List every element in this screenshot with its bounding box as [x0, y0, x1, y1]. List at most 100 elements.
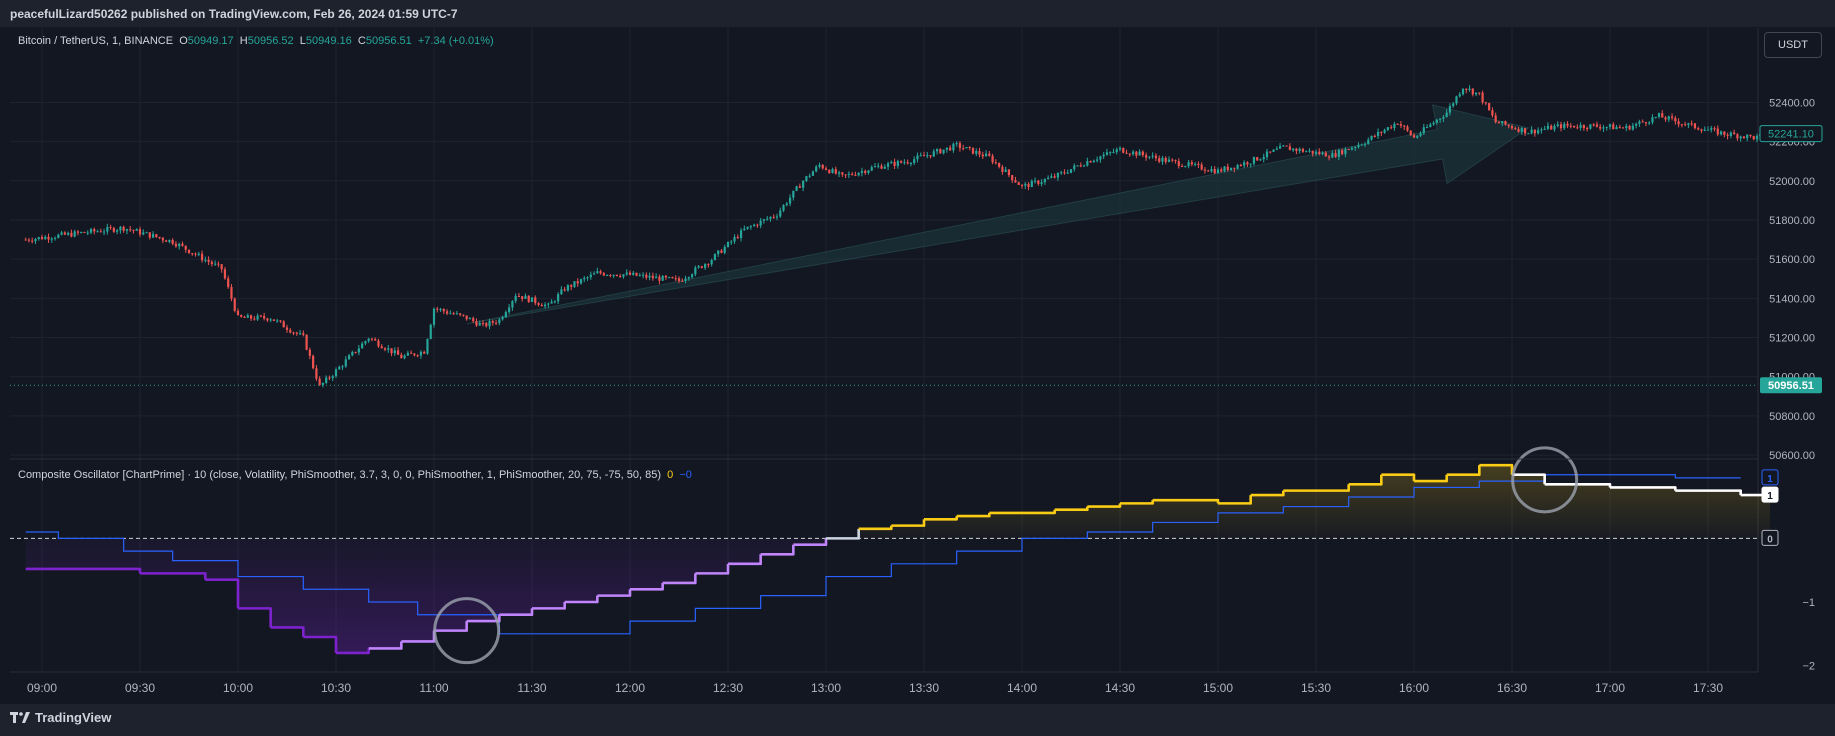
candle-body — [1501, 121, 1504, 124]
candle-body — [1455, 96, 1458, 104]
candle-body — [1674, 117, 1677, 122]
osc-level-badge — [1761, 469, 1779, 486]
candle-body — [664, 275, 668, 278]
candle-body — [1559, 124, 1563, 129]
candle-body — [1233, 167, 1236, 169]
candle-body — [1158, 158, 1161, 162]
symbol-legend: Bitcoin / TetherUS, 1, BINANCE O50949.17… — [18, 35, 494, 47]
candle-body — [73, 231, 76, 237]
candle-body — [857, 172, 860, 176]
oscillator-segment — [891, 519, 926, 527]
candle-body — [1687, 123, 1690, 125]
candle-body — [674, 278, 677, 280]
candle-body — [338, 366, 341, 370]
candle-body — [481, 323, 485, 325]
candle-body — [1439, 118, 1442, 120]
candle-body — [50, 238, 53, 240]
candle-body — [1115, 149, 1118, 153]
candle-body — [292, 332, 295, 334]
publish-info: peacefulLizard50262 published on Trading… — [10, 7, 458, 21]
candle-body — [413, 353, 416, 356]
candle-body — [501, 317, 504, 320]
candle-body — [511, 301, 514, 308]
candle-body — [1275, 148, 1278, 150]
candle-body — [1684, 124, 1687, 126]
candle-body — [638, 275, 641, 277]
candle-body — [753, 224, 756, 227]
candle-body — [80, 232, 83, 234]
candle-body — [1527, 133, 1530, 135]
x-tick-label: 14:00 — [1007, 681, 1037, 695]
candle-body — [1017, 182, 1020, 185]
candle-body — [1102, 154, 1105, 157]
candle-body — [1710, 128, 1713, 130]
candle-body — [720, 250, 723, 253]
candle-body — [396, 350, 400, 355]
candle-body — [400, 354, 403, 359]
candle-body — [204, 259, 207, 261]
candle-body — [609, 274, 612, 276]
candle-body — [1082, 165, 1086, 167]
candle-body — [148, 232, 151, 238]
candle-body — [207, 259, 210, 262]
candle-body — [1122, 147, 1125, 153]
candle-body — [432, 308, 436, 325]
candle-body — [566, 285, 570, 291]
indicator-value-a: 0 — [667, 469, 674, 481]
candle-body — [109, 227, 112, 229]
candle-body — [704, 264, 707, 268]
candle-body — [739, 230, 743, 239]
candle-body — [1422, 127, 1425, 134]
candle-body — [53, 237, 57, 239]
candle-body — [472, 318, 475, 322]
candle-body — [903, 162, 906, 164]
candle-body — [282, 321, 285, 328]
candle-body — [279, 320, 282, 322]
candle-body — [517, 295, 521, 297]
candle-body — [220, 264, 223, 270]
candle-body — [1488, 103, 1491, 111]
candle-body — [1445, 112, 1448, 118]
candle-body — [762, 219, 766, 221]
candle-body — [439, 309, 442, 311]
candle-body — [847, 173, 850, 175]
candle-body — [374, 339, 377, 341]
oscillator-segment — [1218, 495, 1252, 505]
candle-body — [1357, 144, 1360, 148]
candle-body — [690, 274, 694, 278]
candle-body — [632, 272, 635, 275]
candle-body — [161, 237, 164, 241]
x-tick-label: 09:30 — [125, 681, 155, 695]
candle-body — [1334, 153, 1337, 157]
candle-body — [1589, 124, 1592, 129]
candle-body — [197, 253, 200, 255]
candle-body — [1631, 125, 1634, 130]
candle-body — [86, 232, 89, 234]
candle-body — [1723, 131, 1726, 135]
candle-body — [1471, 88, 1474, 95]
candle-body — [730, 241, 733, 243]
candle-body — [452, 313, 455, 315]
candle-body — [900, 161, 903, 163]
candle-body — [795, 186, 798, 191]
candle-body — [132, 229, 135, 231]
candle-body — [988, 153, 991, 156]
candle-body — [540, 304, 543, 307]
candle-body — [697, 266, 700, 268]
candle-body — [736, 237, 739, 239]
candle-body — [1514, 128, 1517, 130]
candle-body — [661, 275, 664, 281]
oscillator-segment — [1087, 503, 1122, 508]
candle-body — [347, 355, 351, 360]
candle-body — [1612, 124, 1615, 130]
candle-body — [713, 254, 717, 261]
candle-body — [1716, 128, 1719, 135]
candle-body — [236, 310, 240, 316]
currency-button[interactable]: USDT — [1764, 32, 1822, 58]
candle-body — [1425, 127, 1429, 129]
candle-body — [429, 324, 432, 339]
candle-body — [1726, 134, 1729, 136]
candle-body — [622, 274, 625, 277]
candle-body — [984, 153, 988, 157]
